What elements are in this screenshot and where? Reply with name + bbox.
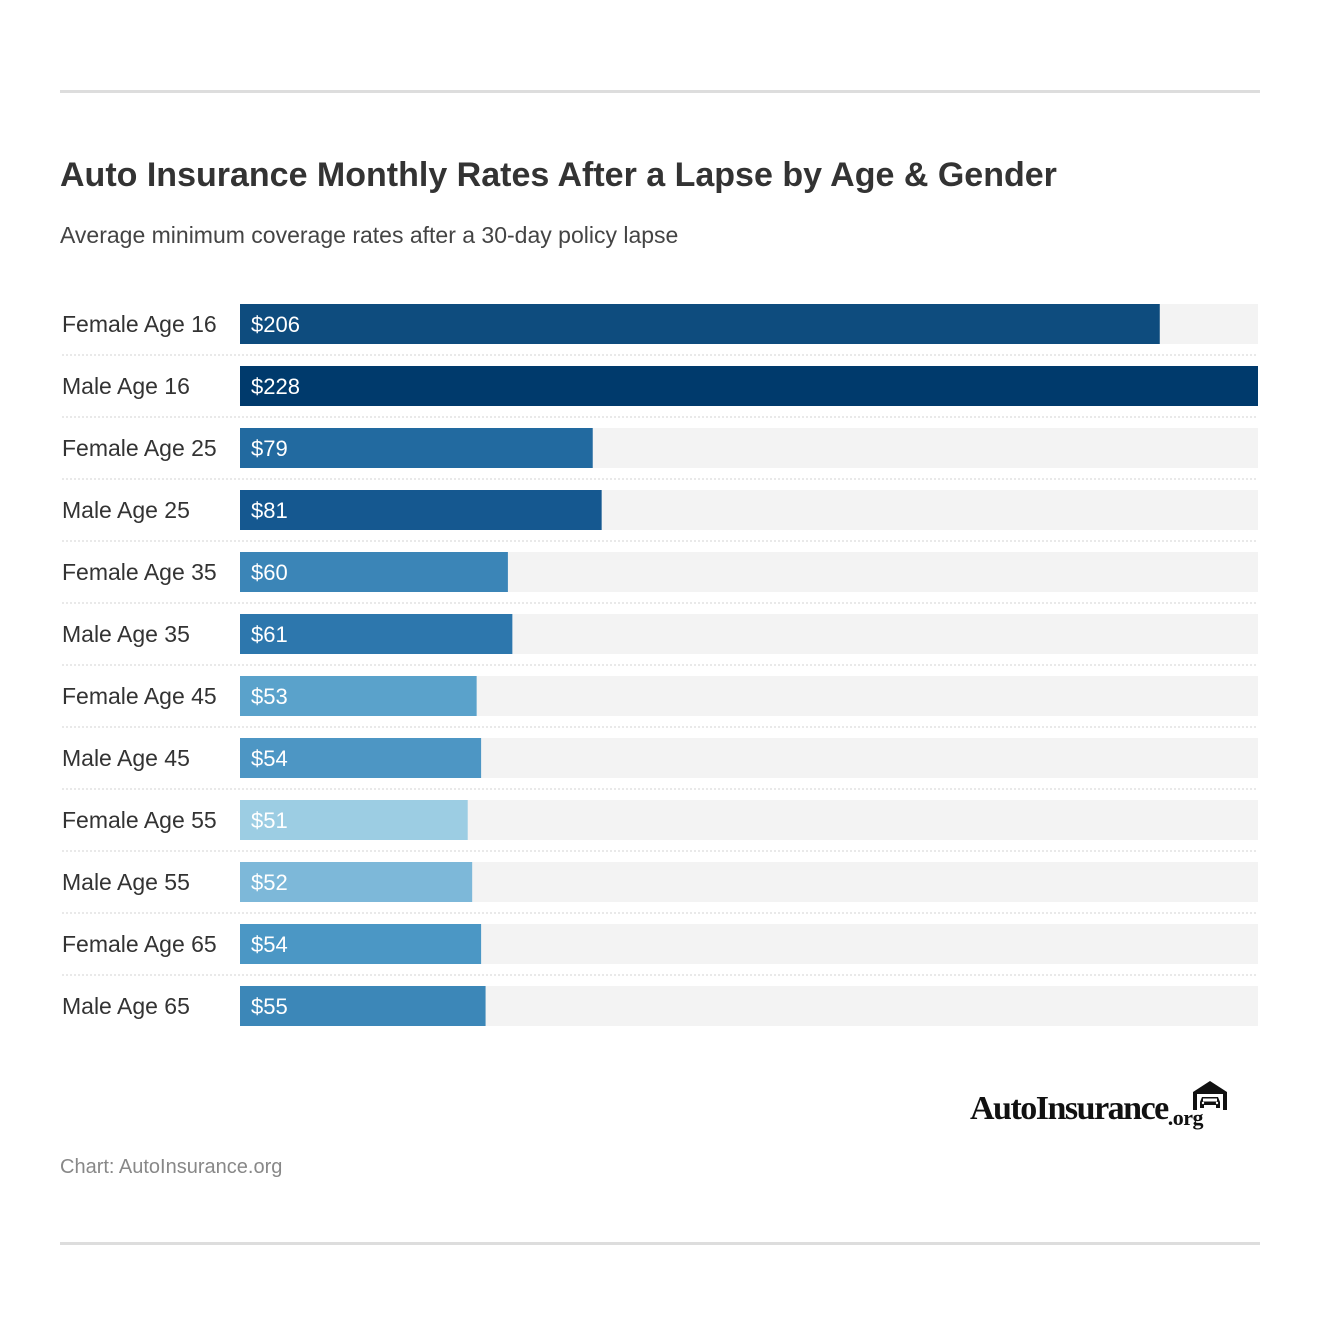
bar bbox=[240, 614, 513, 654]
value-label: $54 bbox=[251, 932, 288, 957]
bar-track bbox=[240, 800, 1258, 840]
category-label: Female Age 25 bbox=[62, 435, 217, 461]
bar-track bbox=[240, 986, 1258, 1026]
bar bbox=[240, 862, 473, 902]
value-label: $206 bbox=[251, 312, 300, 337]
bar-track bbox=[240, 490, 1258, 530]
bar bbox=[240, 676, 477, 716]
bar bbox=[240, 986, 486, 1026]
category-label: Female Age 16 bbox=[62, 311, 217, 337]
value-label: $60 bbox=[251, 560, 288, 585]
bar-track bbox=[240, 862, 1258, 902]
logo-tld: .org bbox=[1167, 1105, 1204, 1130]
bar-track bbox=[240, 366, 1258, 406]
category-label: Male Age 45 bbox=[62, 745, 190, 771]
value-label: $79 bbox=[251, 436, 288, 461]
bar-track bbox=[240, 676, 1258, 716]
bar-track bbox=[240, 614, 1258, 654]
chart-title: Auto Insurance Monthly Rates After a Lap… bbox=[60, 156, 1057, 194]
bar-track bbox=[240, 428, 1258, 468]
bar bbox=[240, 924, 482, 964]
autoinsurance-logo: AutoInsurance.org bbox=[970, 1074, 1232, 1130]
chart-source: Chart: AutoInsurance.org bbox=[60, 1156, 283, 1178]
bar bbox=[240, 366, 1258, 406]
bottom-divider bbox=[60, 1242, 1260, 1245]
bar-track bbox=[240, 924, 1258, 964]
value-label: $228 bbox=[251, 374, 300, 399]
bar-track bbox=[240, 304, 1258, 344]
bar bbox=[240, 738, 482, 778]
bar bbox=[240, 304, 1160, 344]
value-label: $53 bbox=[251, 684, 288, 709]
category-label: Male Age 55 bbox=[62, 869, 190, 895]
category-label: Male Age 35 bbox=[62, 621, 190, 647]
bar bbox=[240, 552, 508, 592]
bar bbox=[240, 490, 602, 530]
value-label: $55 bbox=[251, 994, 288, 1019]
category-label: Female Age 45 bbox=[62, 683, 217, 709]
bar-track bbox=[240, 552, 1258, 592]
garage-car-icon bbox=[1193, 1081, 1227, 1110]
logo-wordmark: AutoInsurance.org bbox=[970, 1090, 1204, 1130]
bar-track bbox=[240, 738, 1258, 778]
logo-name: AutoInsurance bbox=[970, 1090, 1169, 1127]
category-label: Female Age 65 bbox=[62, 931, 217, 957]
chart-subtitle: Average minimum coverage rates after a 3… bbox=[60, 222, 679, 248]
category-label: Female Age 35 bbox=[62, 559, 217, 585]
category-label: Male Age 65 bbox=[62, 993, 190, 1019]
category-label: Female Age 55 bbox=[62, 807, 217, 833]
top-divider bbox=[60, 90, 1260, 93]
category-label: Male Age 16 bbox=[62, 373, 190, 399]
value-label: $51 bbox=[251, 808, 288, 833]
bar bbox=[240, 800, 468, 840]
bar bbox=[240, 428, 593, 468]
value-label: $52 bbox=[251, 870, 288, 895]
category-label: Male Age 25 bbox=[62, 497, 190, 523]
value-label: $54 bbox=[251, 746, 288, 771]
value-label: $81 bbox=[251, 498, 288, 523]
value-label: $61 bbox=[251, 622, 288, 647]
